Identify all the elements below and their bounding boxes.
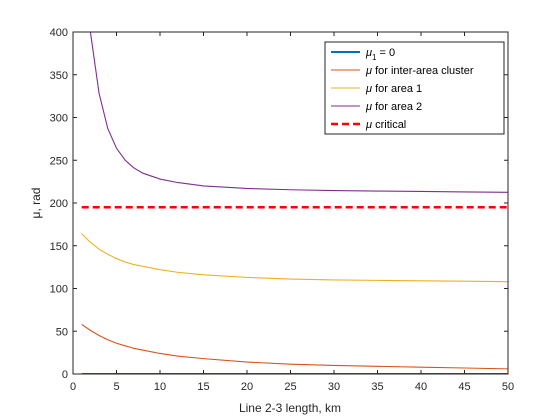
legend-symbol: μ (365, 65, 372, 77)
legend-entry-4: μ for area 2 (365, 101, 422, 113)
y-tick-label: 350 (50, 70, 68, 82)
x-axis-label: Line 2-3 length, km (239, 401, 341, 415)
y-tick-label: 100 (50, 284, 68, 296)
y-tick-label: 400 (50, 27, 68, 39)
x-tick-label: 10 (154, 381, 166, 393)
legend-symbol: μ (365, 83, 372, 95)
y-tick-label: 200 (50, 198, 68, 210)
x-tick-label: 30 (328, 381, 340, 393)
y-tick-label: 0 (62, 369, 68, 381)
legend-subscript: 1 (372, 53, 377, 62)
legend-text: = 0 (376, 47, 395, 59)
series-line-4 (89, 32, 508, 193)
series-line-3 (81, 233, 508, 283)
legend-text: for area 1 (372, 83, 422, 95)
legend-symbol: μ (365, 47, 372, 59)
y-tick-label: 150 (50, 241, 68, 253)
series-line-2 (81, 323, 508, 370)
x-tick-label: 5 (113, 381, 119, 393)
legend-text: critical (372, 119, 406, 131)
legend-symbol: μ (365, 119, 372, 131)
x-tick-label: 25 (284, 381, 296, 393)
legend-symbol: μ (365, 101, 372, 113)
x-tick-label: 45 (458, 381, 470, 393)
legend-entry-1: μ1 = 0 (365, 47, 395, 62)
series-layer (81, 32, 508, 374)
x-tick-label: 35 (371, 381, 383, 393)
legend-text: for inter-area cluster (372, 65, 474, 77)
x-tick-label: 20 (241, 381, 253, 393)
axes-layer: 0 5 10 15 20 25 30 35 40 45 50 0 50 100 150 200 250 300 35… (50, 27, 514, 393)
x-tick-label: 0 (70, 381, 76, 393)
y-axis-label: μ, rad (29, 188, 43, 219)
x-tick-label: 50 (502, 381, 514, 393)
y-tick-label: 300 (50, 113, 68, 125)
y-tick-label: 250 (50, 155, 68, 167)
x-tick-label: 15 (197, 381, 209, 393)
legend-entry-5: μ critical (365, 119, 406, 131)
x-tick-label: 40 (415, 381, 427, 393)
y-tick-label: 50 (56, 326, 68, 338)
legend-entry-3: μ for area 1 (365, 83, 422, 95)
legend-entry-2: μ for inter-area cluster (365, 65, 474, 77)
legend-text: for area 2 (372, 101, 422, 113)
